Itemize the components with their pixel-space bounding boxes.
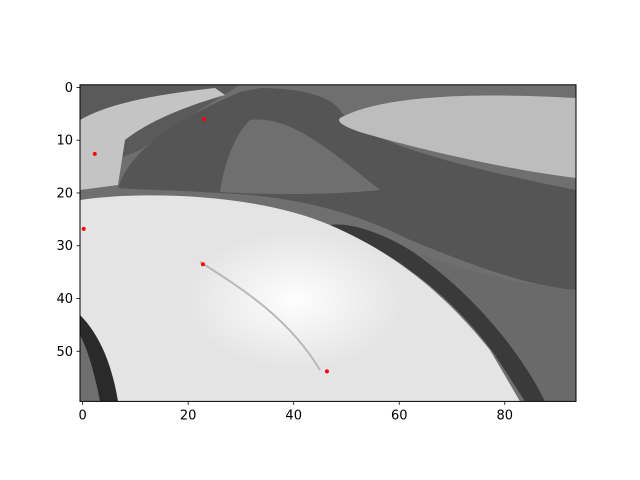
scatter-point (202, 117, 206, 122)
image-right-lower (410, 250, 576, 402)
y-tick-label: 40 (56, 292, 73, 307)
image-heatmap (80, 84, 576, 402)
x-tick-label: 60 (391, 408, 408, 423)
image-wedge-highlight (220, 119, 380, 195)
y-tick-label: 0 (65, 81, 73, 96)
scatter-points (81, 117, 329, 374)
scatter-point (92, 151, 97, 156)
image-bright-spot (185, 230, 405, 370)
scatter-point (200, 262, 205, 267)
x-tick-label: 20 (180, 408, 197, 423)
x-tick-label: 0 (78, 408, 86, 423)
y-tick-label: 10 (56, 134, 73, 149)
image-dark-bottom-left-arc (80, 315, 118, 402)
y-axis: 0 10 20 30 40 50 (56, 81, 80, 360)
x-tick-label: 80 (496, 408, 513, 423)
image-light-left-strip (80, 88, 225, 190)
image-dark-edge-band (330, 224, 545, 402)
y-tick-label: 50 (56, 345, 73, 360)
image-faint-floor-line (199, 261, 321, 371)
image-upper-right-oval (339, 95, 576, 178)
axes-frame (79, 84, 577, 402)
scatter-point (81, 226, 86, 231)
y-tick-label: 30 (56, 239, 73, 254)
y-tick-label: 20 (56, 186, 73, 201)
x-tick-label: 40 (285, 408, 302, 423)
x-axis: 0 20 40 60 80 (78, 401, 513, 423)
scatter-point (324, 369, 329, 374)
